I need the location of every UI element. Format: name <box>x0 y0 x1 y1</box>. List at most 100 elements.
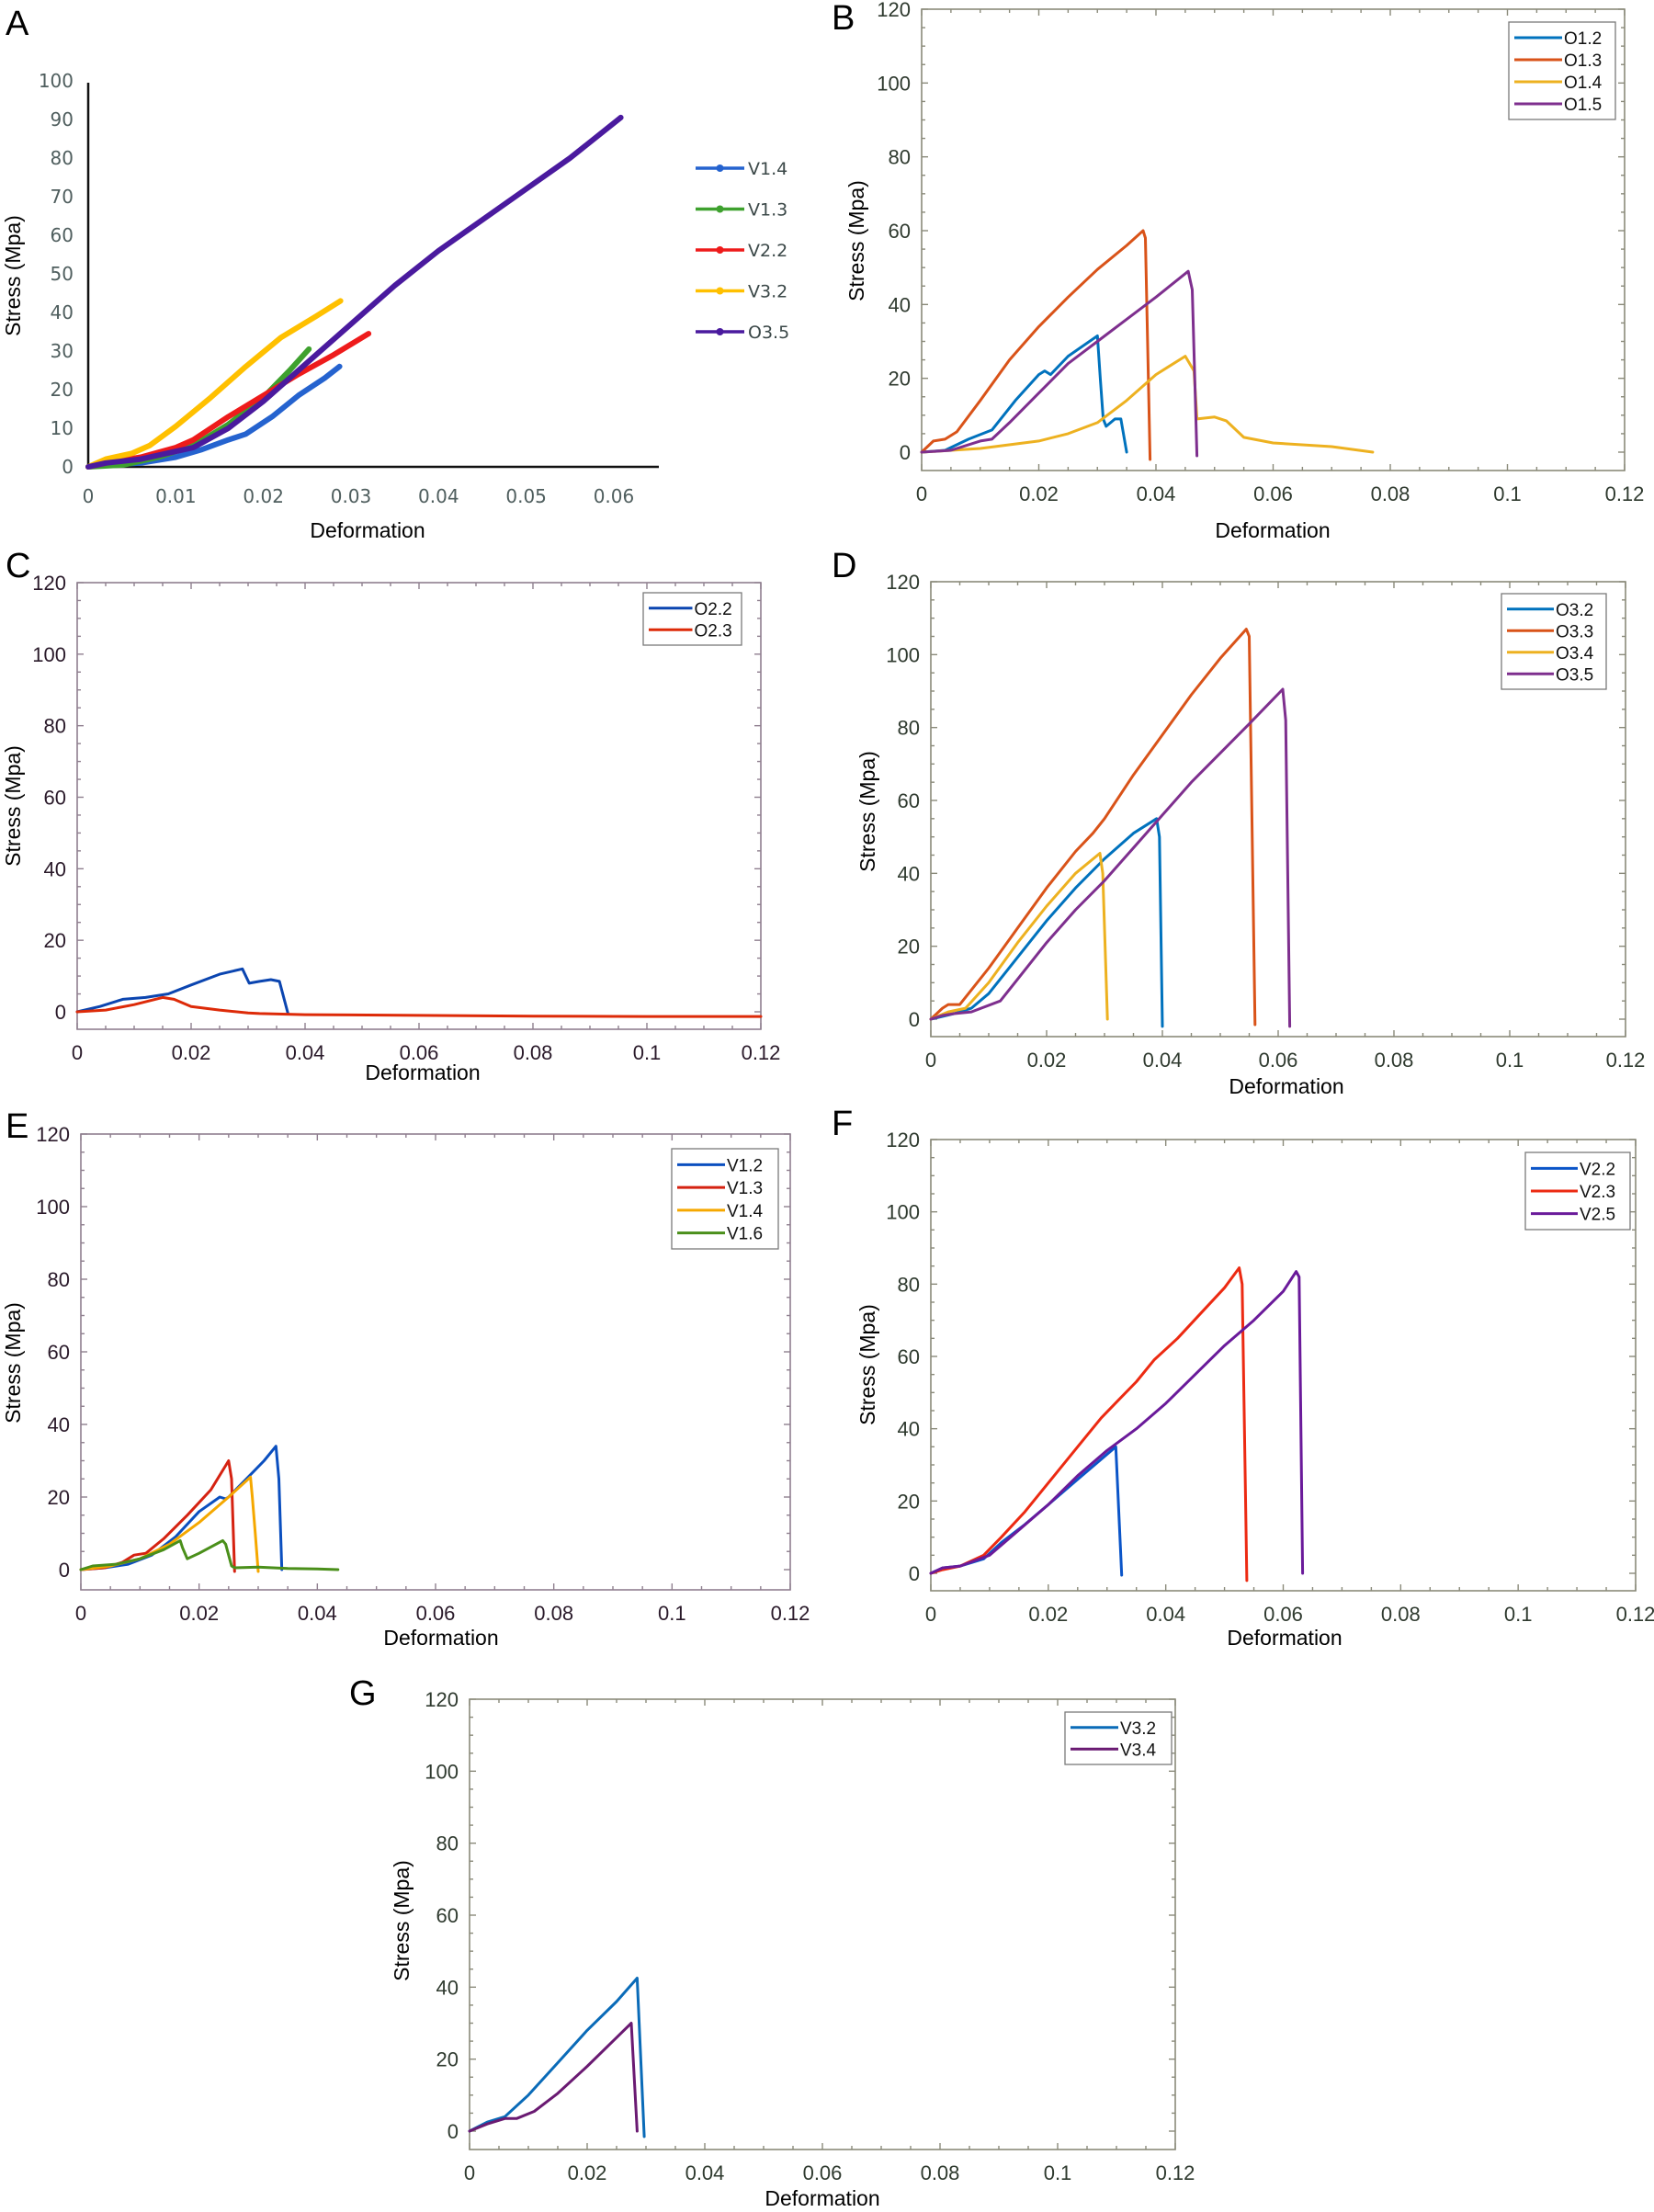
panel-F: F 0 20 40 60 80 100 120 0 0.02 0.04 0.06 0.08 0.1 0.12… <box>832 1105 1654 1650</box>
y-tick-label: 100 <box>36 1196 70 1219</box>
y-tick-label: 60 <box>436 1904 459 1927</box>
legend-item[interactable]: O3.5 <box>1507 665 1593 685</box>
legend-label: O3.5 <box>1556 665 1593 685</box>
legend: V3.2 V3.4 <box>1064 1711 1173 1765</box>
legend-label: O3.2 <box>1556 601 1593 620</box>
y-tick-label: 100 <box>425 1760 459 1783</box>
y-tick-label: 70 <box>51 186 74 208</box>
x-tick-label: 0.1 <box>658 1602 686 1625</box>
legend-label: V3.2 <box>1120 1719 1156 1739</box>
legend-label: V1.3 <box>748 200 787 221</box>
x-tick-label: 0.06 <box>400 1041 439 1064</box>
legend-item[interactable]: V3.2 <box>696 282 787 302</box>
x-tick-label: 0.03 <box>331 485 372 507</box>
y-tick-label: 90 <box>51 108 74 130</box>
legend-item[interactable]: O1.3 <box>1514 51 1602 71</box>
y-tick-label: 120 <box>886 1129 920 1151</box>
y-tick-label: 20 <box>44 929 66 952</box>
y-tick-label: 80 <box>898 717 920 740</box>
y-tick-label: 120 <box>886 571 920 594</box>
y-tick-label: 20 <box>51 379 74 401</box>
y-tick-label: 0 <box>900 441 911 464</box>
legend-label: V2.2 <box>1580 1160 1615 1179</box>
legend-item[interactable]: V3.2 <box>1071 1719 1156 1739</box>
x-axis-title: Deformation <box>365 1061 480 1084</box>
legend-item[interactable]: V1.3 <box>696 200 787 221</box>
x-tick-label: 0.08 <box>1381 1603 1421 1626</box>
legend-item[interactable]: O2.2 <box>649 600 732 619</box>
legend-item[interactable]: V1.6 <box>677 1225 763 1244</box>
legend-item[interactable]: O3.4 <box>1507 644 1594 664</box>
series-line-V3-4 <box>468 2022 639 2133</box>
legend-item[interactable]: V2.2 <box>696 241 787 261</box>
legend-item[interactable]: O1.5 <box>1514 96 1602 115</box>
series-line-V3-2 <box>85 298 344 470</box>
panel-letter: A <box>6 5 29 43</box>
x-tick-label: 0.04 <box>685 2161 725 2184</box>
legend-item[interactable]: O3.2 <box>1507 601 1593 620</box>
y-tick-label: 60 <box>898 1345 920 1368</box>
panel-letter: F <box>832 1105 853 1143</box>
series-line-O1-5 <box>920 269 1199 458</box>
legend-box <box>1064 1711 1173 1765</box>
x-tick-label: 0.06 <box>1253 482 1293 505</box>
y-tick-label: 50 <box>51 263 74 285</box>
y-tick-label: 100 <box>39 70 74 92</box>
y-tick-label: 120 <box>877 0 911 21</box>
legend-item[interactable]: O3.5 <box>696 323 789 343</box>
legend-item[interactable]: O1.4 <box>1514 74 1603 93</box>
legend-item[interactable]: V2.3 <box>1531 1183 1615 1202</box>
legend-item[interactable]: O2.3 <box>649 621 732 641</box>
legend-item[interactable]: V2.5 <box>1531 1206 1615 1225</box>
legend-item[interactable]: V2.2 <box>1531 1160 1615 1179</box>
y-axis-title: Stress (Mpa) <box>855 1304 879 1425</box>
legend-label: O1.3 <box>1564 51 1602 71</box>
series-line-V1-3 <box>79 1459 236 1573</box>
x-tick-label: 0.02 <box>179 1602 219 1625</box>
legend-label: V1.4 <box>748 159 787 179</box>
y-tick-label: 40 <box>51 301 74 323</box>
x-tick-label: 0.04 <box>1137 482 1176 505</box>
y-tick-label: 100 <box>877 72 911 95</box>
series-line-O2-2 <box>75 967 289 1015</box>
x-tick-label: 0.02 <box>1028 1603 1068 1626</box>
y-tick-label: 40 <box>48 1413 70 1436</box>
legend-label: V3.2 <box>748 282 787 302</box>
legend-item[interactable]: V1.2 <box>677 1156 763 1175</box>
y-tick-label: 40 <box>889 293 911 316</box>
legend-label: V1.4 <box>727 1202 764 1221</box>
series-line-V1-2 <box>79 1445 284 1571</box>
x-tick-label: 0.06 <box>803 2161 843 2184</box>
y-tick-label: 60 <box>44 787 66 810</box>
x-axis-title: Deformation <box>1215 518 1330 542</box>
y-tick-label: 60 <box>48 1341 70 1364</box>
legend-label: O1.2 <box>1564 29 1602 49</box>
panel-letter: C <box>6 547 30 585</box>
legend-item[interactable]: O1.2 <box>1514 29 1602 49</box>
legend-item[interactable]: V3.4 <box>1071 1741 1157 1760</box>
x-tick-label: 0.02 <box>1027 1049 1067 1072</box>
series-line-O3-5 <box>929 687 1292 1028</box>
legend-item[interactable]: V1.3 <box>677 1179 763 1198</box>
x-tick-label: 0 <box>464 2161 475 2184</box>
y-axis-title: Stress (Mpa) <box>844 180 868 301</box>
legend-item[interactable]: V1.4 <box>677 1202 764 1221</box>
panel-letter: B <box>832 0 855 38</box>
x-tick-label: 0.1 <box>1044 2161 1072 2184</box>
series-line-O3-5 <box>85 114 624 470</box>
plot-area-frame <box>76 582 762 1030</box>
legend-item[interactable]: V1.4 <box>696 159 787 179</box>
series-line-O3-3 <box>929 628 1257 1027</box>
x-tick-label: 0 <box>75 1602 86 1625</box>
legend-box <box>642 592 742 646</box>
y-tick-label: 40 <box>898 1418 920 1441</box>
x-tick-label: 0.06 <box>416 1602 456 1625</box>
legend-item[interactable]: O3.3 <box>1507 622 1593 641</box>
legend: O3.2 O3.3 O3.4O3.5 <box>1501 593 1607 690</box>
y-tick-label: 20 <box>889 368 911 391</box>
y-axis-title: Stress (Mpa) <box>1 1302 25 1424</box>
x-tick-label: 0.12 <box>1606 1049 1646 1072</box>
y-tick-label: 0 <box>909 1008 920 1031</box>
x-tick-label: 0.04 <box>286 1041 325 1064</box>
